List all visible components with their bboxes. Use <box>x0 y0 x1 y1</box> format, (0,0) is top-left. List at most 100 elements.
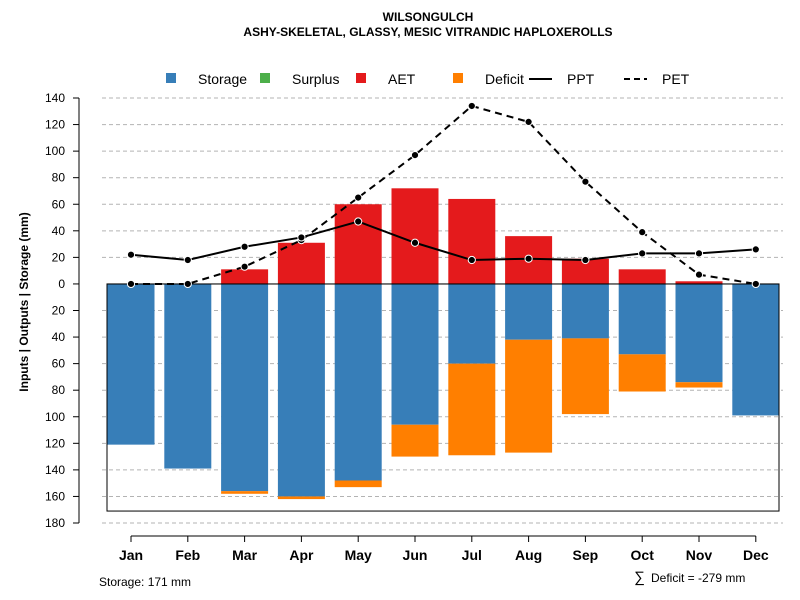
y-tick-label: 100 <box>45 410 65 424</box>
storage-bar <box>334 283 382 481</box>
chart-subtitle: ASHY-SKELETAL, GLASSY, MESIC VITRANDIC H… <box>243 25 612 39</box>
deficit-bar <box>561 338 609 415</box>
x-tick-label: Dec <box>743 547 769 563</box>
bars <box>107 188 780 500</box>
ppt-point <box>694 249 704 258</box>
pet-line <box>131 104 756 285</box>
pet-point <box>240 262 249 271</box>
pet-point <box>410 151 420 160</box>
aet-bar <box>675 281 723 284</box>
y-axis-label: Inputs | Outputs | Storage (mm) <box>17 212 31 391</box>
storage-bar <box>391 283 439 425</box>
pet-point <box>694 270 704 279</box>
aet-bar <box>221 269 269 284</box>
deficit-bar <box>618 354 666 392</box>
x-tick-label: Sep <box>573 547 599 563</box>
x-tick-label: Oct <box>631 547 655 563</box>
legend-label: PET <box>662 71 690 87</box>
storage-bar <box>732 283 780 416</box>
lines <box>126 101 760 289</box>
ppt-point <box>638 249 647 258</box>
ppt-point <box>581 255 590 265</box>
y-tick-label: 100 <box>45 144 65 158</box>
x-tick-label: Jan <box>119 547 143 563</box>
deficit-bar <box>277 496 325 500</box>
storage-bar <box>448 283 496 364</box>
x-tick-label: Apr <box>289 547 314 563</box>
storage-bar <box>505 283 553 340</box>
deficit-bar <box>391 424 439 457</box>
aet-bar <box>448 198 496 284</box>
storage-bar <box>277 283 325 497</box>
pet-point <box>126 279 136 289</box>
y-tick-label: 140 <box>45 463 65 477</box>
aet-bar <box>277 242 325 284</box>
ppt-point <box>297 233 306 242</box>
gridlines <box>102 97 783 524</box>
storage-bar <box>164 283 212 469</box>
x-axis: Jan Feb Mar Apr May Jun Jul Aug Sep Oct Nov Dec <box>119 535 769 563</box>
y-tick-label: 40 <box>52 224 66 238</box>
storage-bar <box>561 283 609 339</box>
deficit-bar <box>675 382 723 388</box>
y-tick-label: 120 <box>45 118 65 132</box>
legend-label: Storage <box>198 71 247 87</box>
legend-label: Deficit <box>485 71 524 87</box>
sum-icon: ∑ <box>634 569 645 586</box>
legend: Storage Surplus AET Deficit PPT PET <box>166 71 690 87</box>
ppt-line <box>130 220 756 262</box>
y-tick-label: 80 <box>52 383 66 397</box>
x-tick-label: Mar <box>232 547 257 563</box>
y-tick-label: 60 <box>52 197 66 211</box>
deficit-footer: Deficit = -279 mm <box>651 571 745 585</box>
ppt-point <box>410 238 420 247</box>
y-axis: 140 120 100 80 60 40 20 0 20 40 60 80 100 120 140 160 18… <box>45 91 80 530</box>
deficit-bar <box>448 363 496 456</box>
legend-swatch-storage <box>166 73 176 83</box>
ppt-point <box>126 250 136 259</box>
ppt-point <box>467 255 476 265</box>
ppt-point <box>524 254 533 263</box>
storage-bar <box>107 283 155 445</box>
x-tick-label: Aug <box>515 547 542 563</box>
y-tick-label: 20 <box>52 250 66 264</box>
y-tick-label: 180 <box>45 516 65 530</box>
pet-point <box>524 117 533 127</box>
chart-title: WILSONGULCH <box>383 10 474 24</box>
pet-point <box>354 193 363 202</box>
x-tick-label: Jul <box>462 547 482 563</box>
legend-label: PPT <box>567 71 595 87</box>
ppt-point <box>354 217 363 226</box>
storage-bar <box>618 283 666 355</box>
y-tick-label: 60 <box>52 357 66 371</box>
x-tick-label: Jun <box>403 547 428 563</box>
pet-point <box>751 279 760 289</box>
deficit-bar <box>505 339 553 453</box>
storage-bar <box>675 283 723 383</box>
y-tick-label: 120 <box>45 436 65 450</box>
y-tick-label: 40 <box>52 330 66 344</box>
y-tick-label: 80 <box>52 171 66 185</box>
pet-point <box>183 279 192 289</box>
pet-point <box>581 177 590 186</box>
pet-point <box>638 228 647 237</box>
storage-capacity-box <box>106 283 780 512</box>
ppt-point <box>751 245 760 254</box>
storage-footer: Storage: 171 mm <box>99 575 191 589</box>
ppt-point <box>183 255 192 265</box>
x-tick-label: May <box>345 547 372 563</box>
y-tick-label: 0 <box>58 277 65 291</box>
x-tick-label: Nov <box>686 547 713 563</box>
ppt-point <box>240 242 249 251</box>
y-tick-label: 160 <box>45 489 65 503</box>
legend-swatch-deficit <box>453 73 463 83</box>
legend-label: AET <box>388 71 416 87</box>
deficit-bar <box>334 480 382 488</box>
aet-bar <box>618 269 666 284</box>
legend-label: Surplus <box>292 71 339 87</box>
pet-point <box>467 101 476 111</box>
y-tick-label: 140 <box>45 91 65 105</box>
storage-bar <box>221 283 269 492</box>
x-tick-label: Feb <box>175 547 200 563</box>
